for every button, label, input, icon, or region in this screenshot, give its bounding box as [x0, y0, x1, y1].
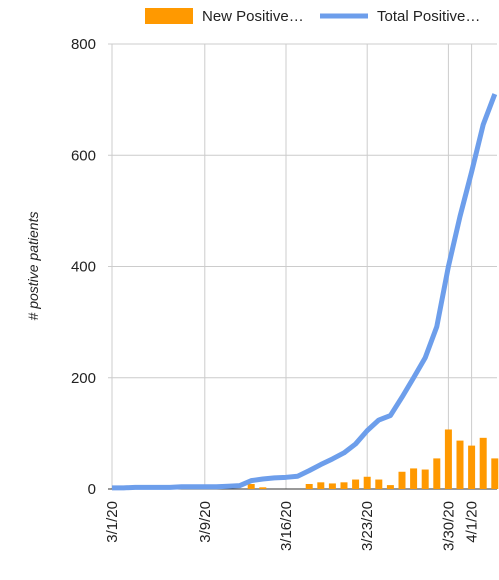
y-tick-label: 0	[88, 481, 96, 498]
y-axis-label: # postive patients	[25, 212, 41, 321]
bar	[491, 458, 499, 489]
legend-swatch	[145, 8, 193, 24]
bar	[444, 429, 452, 489]
x-tick-label: 3/16/20	[278, 501, 295, 551]
bar	[386, 485, 394, 489]
bar	[433, 458, 441, 489]
bar	[352, 479, 360, 489]
y-tick-label: 600	[71, 147, 96, 164]
bar	[340, 482, 348, 489]
x-tick-label: 3/9/20	[197, 501, 214, 543]
bar	[479, 437, 487, 489]
bar	[398, 471, 406, 489]
bar	[328, 483, 336, 489]
bar	[421, 469, 429, 489]
line	[112, 93, 498, 491]
bar	[305, 483, 313, 489]
x-tick-label: 3/1/20	[104, 501, 121, 543]
y-tick-label: 800	[71, 36, 96, 53]
bar	[363, 476, 371, 489]
y-tick-label: 200	[71, 370, 96, 387]
x-tick-label: 3/30/20	[440, 501, 457, 551]
x-tick-label: 4/1/20	[464, 501, 481, 543]
bar	[468, 445, 476, 489]
bar	[375, 479, 383, 489]
bar	[456, 440, 464, 489]
y-tick-label: 400	[71, 259, 96, 276]
bar	[317, 482, 325, 489]
x-tick-label: 3/23/20	[359, 501, 376, 551]
legend-label: Total Positive…	[377, 8, 480, 25]
bar	[247, 483, 255, 489]
legend-label: New Positive…	[202, 8, 304, 25]
bar	[410, 468, 418, 489]
bar	[259, 487, 267, 489]
